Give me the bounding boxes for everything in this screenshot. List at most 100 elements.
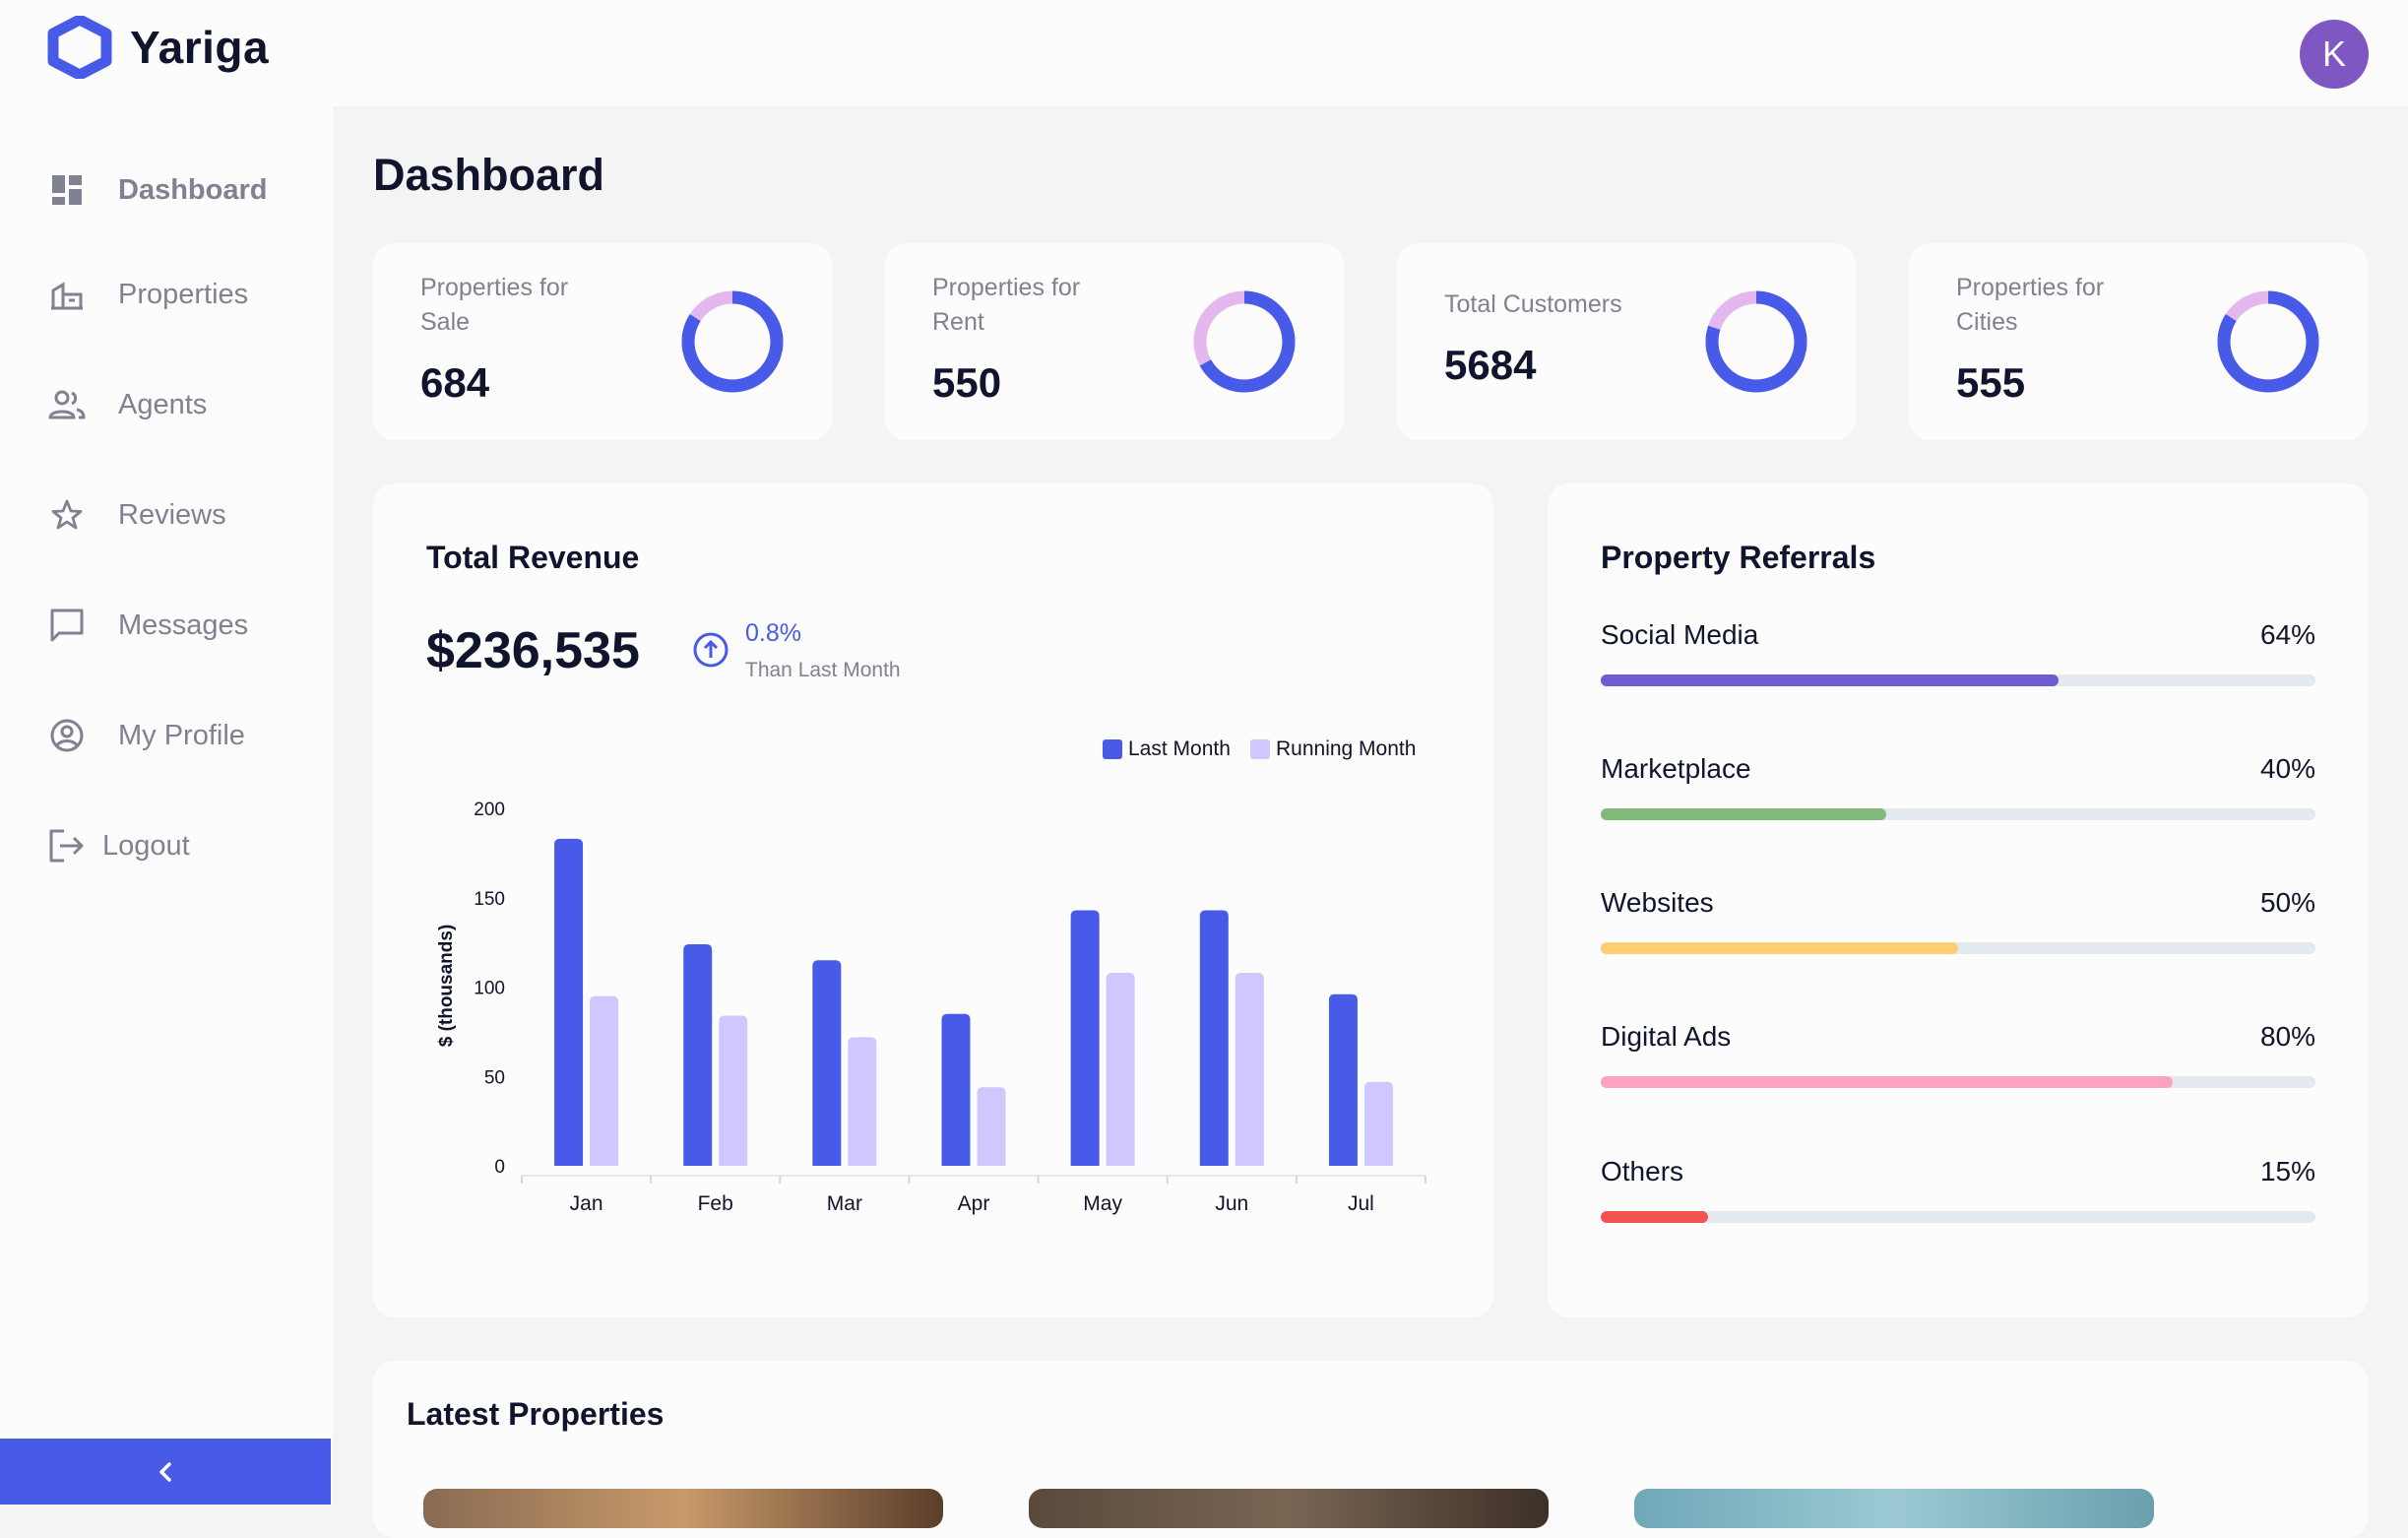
referral-label: Social Media xyxy=(1601,619,1759,650)
bar-last-month xyxy=(1328,993,1358,1166)
property-image[interactable] xyxy=(1634,1489,2154,1528)
people-icon xyxy=(47,385,87,424)
sidebar: Dashboard Properties Agents Reviews Mess… xyxy=(0,106,333,1505)
sidebar-item-logout[interactable]: Logout xyxy=(47,816,190,875)
referral-percent: 50% xyxy=(2259,887,2315,918)
arrow-up-circle-icon xyxy=(693,632,729,668)
progress-fill xyxy=(1601,674,2059,686)
sidebar-collapse-button[interactable] xyxy=(0,1439,331,1505)
x-tick-label: Apr xyxy=(958,1192,990,1215)
referrals-title: Property Referrals xyxy=(1601,540,1876,575)
legend-swatch xyxy=(1250,739,1270,759)
donut-chart xyxy=(1193,290,1296,393)
y-tick-label: 100 xyxy=(474,979,505,999)
stat-value: 555 xyxy=(1956,359,2026,406)
bar-running-month xyxy=(1106,972,1135,1166)
top-header: Yariga Kevin Munchmi K xyxy=(0,0,2408,106)
stat-value: 5684 xyxy=(1444,342,1537,388)
bar-last-month xyxy=(812,960,842,1166)
latest-properties-title: Latest Properties xyxy=(407,1396,665,1432)
sidebar-item-label: Logout xyxy=(102,829,190,862)
legend-running-month[interactable]: Running Month xyxy=(1250,737,1416,761)
y-tick-label: 0 xyxy=(494,1157,505,1178)
legend-label: Running Month xyxy=(1276,737,1417,760)
stat-label: Total Customers xyxy=(1444,290,1622,318)
bar-running-month xyxy=(848,1037,877,1166)
sidebar-item-label: Properties xyxy=(118,278,249,310)
x-tick-label: May xyxy=(1083,1192,1122,1215)
property-image[interactable] xyxy=(1029,1489,1549,1528)
bar-last-month xyxy=(683,943,713,1166)
sidebar-item-messages[interactable]: Messages xyxy=(47,596,248,655)
stat-value: 550 xyxy=(932,359,1002,406)
logout-icon xyxy=(47,826,87,865)
stat-label: Properties for Sale xyxy=(420,274,569,336)
referral-label: Marketplace xyxy=(1601,753,1751,784)
stat-card-rent: Properties for Rent 550 xyxy=(885,243,1344,440)
progress-track xyxy=(1601,1211,2315,1223)
stat-card-sale: Properties for Sale 684 xyxy=(373,243,832,440)
bar-running-month xyxy=(977,1087,1006,1166)
sidebar-item-label: My Profile xyxy=(118,719,245,751)
progress-fill xyxy=(1601,808,1887,820)
progress-fill xyxy=(1601,942,1958,954)
dashboard-icon xyxy=(47,170,87,210)
app-logo[interactable]: Yariga xyxy=(45,16,269,79)
referral-label: Websites xyxy=(1601,887,1714,918)
chevron-left-icon xyxy=(159,1461,171,1482)
stat-card-customers: Total Customers 5684 xyxy=(1397,243,1856,440)
progress-track xyxy=(1601,942,2315,954)
bar-running-month xyxy=(1363,1081,1393,1166)
y-tick-label: 150 xyxy=(474,889,505,910)
x-tick-label: Jun xyxy=(1215,1192,1248,1215)
sidebar-item-agents[interactable]: Agents xyxy=(47,375,207,434)
revenue-bar-chart: 0 50 100 150 200 $ (thousands) Jan Feb Mar Apr May… xyxy=(436,800,1426,1215)
progress-fill xyxy=(1601,1211,1708,1223)
y-axis-label: $ (thousands) xyxy=(436,925,457,1048)
progress-track xyxy=(1601,1076,2315,1088)
donut-chart xyxy=(1705,290,1807,393)
donut-chart xyxy=(2217,290,2319,393)
sidebar-item-label: Messages xyxy=(118,609,249,641)
bar-running-month xyxy=(719,1015,748,1166)
avatar[interactable]: K xyxy=(2300,20,2369,89)
legend-last-month[interactable]: Last Month xyxy=(1103,737,1231,761)
bar-last-month xyxy=(1070,910,1100,1166)
stat-label: Properties for Cities xyxy=(1956,274,2105,336)
page-title: Dashboard xyxy=(373,150,605,200)
sidebar-item-reviews[interactable]: Reviews xyxy=(47,485,226,545)
sidebar-item-label: Agents xyxy=(118,388,208,420)
donut-value-arc xyxy=(1193,290,1296,393)
revenue-value: $236,535 xyxy=(426,622,640,679)
bar-running-month xyxy=(590,995,619,1166)
legend-label: Last Month xyxy=(1128,737,1231,760)
stat-value: 684 xyxy=(420,359,490,406)
sidebar-item-label: Reviews xyxy=(118,498,226,531)
donut-value-arc xyxy=(1705,290,1807,393)
total-revenue-card: Total Revenue $236,535 0.8% Than Last Mo… xyxy=(373,483,1493,1317)
legend-swatch xyxy=(1103,739,1122,759)
revenue-change-note: Than Last Month xyxy=(745,659,901,681)
building-icon xyxy=(47,275,87,314)
donut-chart xyxy=(681,290,784,393)
y-tick-label: 50 xyxy=(484,1067,505,1088)
revenue-change: 0.8% xyxy=(745,619,801,647)
bar-last-month xyxy=(554,838,584,1166)
user-name: Kevin Munchmi xyxy=(2117,39,2279,66)
sidebar-item-my-profile[interactable]: My Profile xyxy=(47,706,245,765)
account-circle-icon xyxy=(47,716,87,755)
sidebar-item-properties[interactable]: Properties xyxy=(47,265,248,324)
chat-icon xyxy=(47,606,87,645)
referral-percent: 40% xyxy=(2259,753,2315,784)
stat-card-cities: Properties for Cities 555 xyxy=(1909,243,2368,440)
x-tick-label: Mar xyxy=(827,1192,862,1215)
star-icon xyxy=(47,495,87,535)
sidebar-item-dashboard[interactable]: Dashboard xyxy=(47,160,267,220)
sidebar-item-label: Dashboard xyxy=(118,173,268,206)
revenue-title: Total Revenue xyxy=(426,540,640,575)
y-tick-label: 200 xyxy=(474,800,505,820)
referral-percent: 80% xyxy=(2259,1021,2315,1052)
property-image[interactable] xyxy=(423,1489,943,1528)
bar-last-month xyxy=(941,1013,971,1166)
x-tick-label: Jan xyxy=(570,1192,603,1215)
